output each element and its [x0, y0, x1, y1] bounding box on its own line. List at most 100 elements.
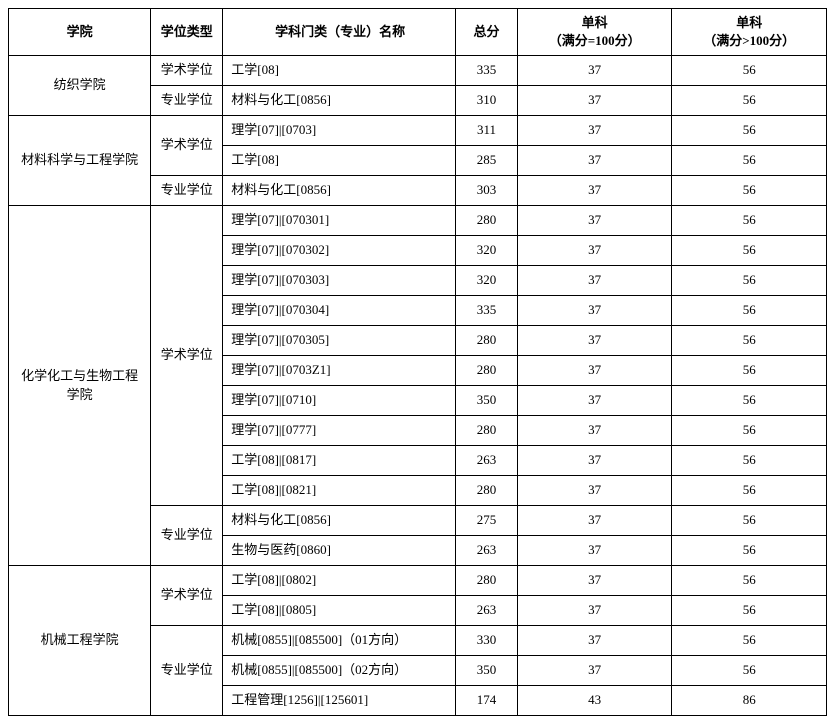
cell-total: 280: [456, 476, 518, 506]
cell-major: 工学[08]|[0821]: [223, 476, 456, 506]
cell-sub1: 37: [517, 476, 672, 506]
cell-sub2: 56: [672, 506, 827, 536]
cell-sub1: 37: [517, 656, 672, 686]
cell-major: 工学[08]: [223, 56, 456, 86]
cell-major: 理学[07]|[0703]: [223, 116, 456, 146]
table-body: 纺织学院学术学位工学[08]3353756专业学位材料与化工[0856]3103…: [9, 56, 827, 716]
cell-sub1: 37: [517, 386, 672, 416]
cell-college: 机械工程学院: [9, 566, 151, 716]
cell-sub2: 56: [672, 446, 827, 476]
cell-major: 理学[07]|[070303]: [223, 266, 456, 296]
header-total: 总分: [456, 9, 518, 56]
cell-sub2: 56: [672, 236, 827, 266]
cell-sub2: 86: [672, 686, 827, 716]
cell-sub1: 37: [517, 146, 672, 176]
cell-type: 学术学位: [151, 566, 223, 626]
cell-total: 320: [456, 236, 518, 266]
cell-total: 280: [456, 566, 518, 596]
cell-sub2: 56: [672, 206, 827, 236]
cell-major: 理学[07]|[0703Z1]: [223, 356, 456, 386]
cell-sub2: 56: [672, 176, 827, 206]
table-row: 化学化工与生物工程学院学术学位理学[07]|[070301]2803756: [9, 206, 827, 236]
cell-sub1: 37: [517, 416, 672, 446]
cell-sub1: 37: [517, 506, 672, 536]
cell-type: 学术学位: [151, 56, 223, 86]
cell-sub1: 37: [517, 56, 672, 86]
cell-college: 化学化工与生物工程学院: [9, 206, 151, 566]
cell-sub1: 37: [517, 596, 672, 626]
cell-major: 材料与化工[0856]: [223, 86, 456, 116]
admission-scores-table: 学院 学位类型 学科门类（专业）名称 总分 单科 （满分=100分） 单科 （满…: [8, 8, 827, 716]
header-sub1: 单科 （满分=100分）: [517, 9, 672, 56]
header-major: 学科门类（专业）名称: [223, 9, 456, 56]
cell-sub1: 37: [517, 296, 672, 326]
cell-major: 机械[0855]|[085500]（02方向）: [223, 656, 456, 686]
cell-total: 311: [456, 116, 518, 146]
cell-sub1: 37: [517, 236, 672, 266]
cell-sub2: 56: [672, 596, 827, 626]
cell-sub2: 56: [672, 86, 827, 116]
cell-sub1: 37: [517, 626, 672, 656]
cell-major: 理学[07]|[070301]: [223, 206, 456, 236]
cell-total: 263: [456, 596, 518, 626]
cell-sub1: 37: [517, 326, 672, 356]
cell-sub2: 56: [672, 356, 827, 386]
cell-major: 工学[08]: [223, 146, 456, 176]
cell-sub1: 37: [517, 86, 672, 116]
cell-type: 学术学位: [151, 116, 223, 176]
cell-sub1: 37: [517, 266, 672, 296]
header-sub2: 单科 （满分>100分）: [672, 9, 827, 56]
cell-sub2: 56: [672, 146, 827, 176]
cell-major: 工学[08]|[0805]: [223, 596, 456, 626]
cell-sub1: 43: [517, 686, 672, 716]
cell-total: 285: [456, 146, 518, 176]
cell-major: 理学[07]|[0777]: [223, 416, 456, 446]
cell-type: 专业学位: [151, 176, 223, 206]
cell-major: 生物与医药[0860]: [223, 536, 456, 566]
cell-sub2: 56: [672, 416, 827, 446]
cell-major: 机械[0855]|[085500]（01方向）: [223, 626, 456, 656]
cell-total: 330: [456, 626, 518, 656]
table-row: 材料科学与工程学院学术学位理学[07]|[0703]3113756: [9, 116, 827, 146]
cell-sub1: 37: [517, 356, 672, 386]
cell-major: 理学[07]|[0710]: [223, 386, 456, 416]
cell-type: 专业学位: [151, 626, 223, 716]
table-row: 纺织学院学术学位工学[08]3353756: [9, 56, 827, 86]
cell-total: 303: [456, 176, 518, 206]
cell-sub2: 56: [672, 536, 827, 566]
cell-sub2: 56: [672, 266, 827, 296]
cell-college: 材料科学与工程学院: [9, 116, 151, 206]
header-sub1-line2: （满分=100分）: [549, 33, 641, 48]
cell-sub2: 56: [672, 656, 827, 686]
cell-major: 工程管理[1256]|[125601]: [223, 686, 456, 716]
table-row: 机械工程学院学术学位工学[08]|[0802]2803756: [9, 566, 827, 596]
cell-sub1: 37: [517, 176, 672, 206]
header-sub1-line1: 单科: [582, 15, 608, 30]
cell-total: 280: [456, 326, 518, 356]
cell-major: 理学[07]|[070304]: [223, 296, 456, 326]
cell-sub1: 37: [517, 446, 672, 476]
cell-sub2: 56: [672, 476, 827, 506]
cell-total: 263: [456, 536, 518, 566]
cell-type: 专业学位: [151, 86, 223, 116]
cell-major: 材料与化工[0856]: [223, 176, 456, 206]
cell-total: 280: [456, 206, 518, 236]
cell-sub2: 56: [672, 326, 827, 356]
header-sub2-line1: 单科: [736, 15, 762, 30]
cell-sub2: 56: [672, 386, 827, 416]
cell-sub1: 37: [517, 566, 672, 596]
cell-sub1: 37: [517, 536, 672, 566]
header-sub2-line2: （满分>100分）: [703, 33, 795, 48]
cell-major: 理学[07]|[070305]: [223, 326, 456, 356]
cell-total: 280: [456, 356, 518, 386]
cell-major: 工学[08]|[0802]: [223, 566, 456, 596]
cell-major: 理学[07]|[070302]: [223, 236, 456, 266]
cell-sub2: 56: [672, 626, 827, 656]
cell-total: 280: [456, 416, 518, 446]
cell-type: 专业学位: [151, 506, 223, 566]
cell-total: 350: [456, 656, 518, 686]
cell-total: 263: [456, 446, 518, 476]
cell-type: 学术学位: [151, 206, 223, 506]
header-college: 学院: [9, 9, 151, 56]
cell-total: 335: [456, 56, 518, 86]
